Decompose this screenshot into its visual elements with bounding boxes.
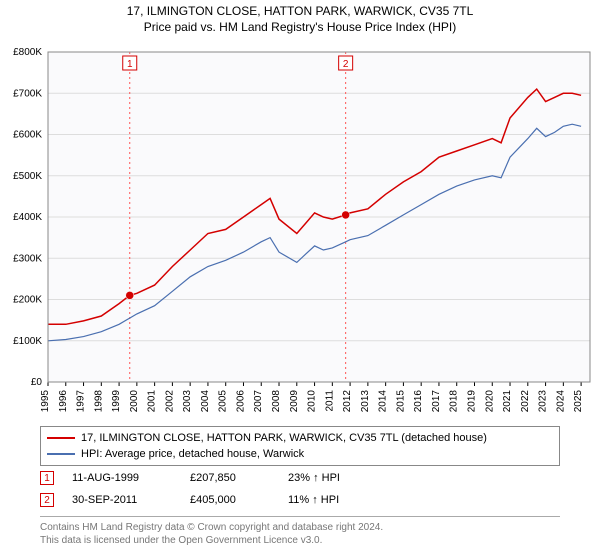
svg-text:£400K: £400K [13,212,42,223]
svg-text:£0: £0 [31,377,43,388]
svg-text:2022: 2022 [520,390,531,413]
svg-text:2003: 2003 [182,390,193,413]
transactions-table: 1 11-AUG-1999 £207,850 23% ↑ HPI 2 30-SE… [40,468,560,512]
svg-text:2012: 2012 [342,390,353,413]
svg-text:2015: 2015 [395,390,406,413]
marker-badge-1: 1 [40,471,54,485]
svg-text:2007: 2007 [253,390,264,413]
svg-text:£100K: £100K [13,336,42,347]
footer-line1: Contains HM Land Registry data © Crown c… [40,521,560,534]
svg-text:2013: 2013 [360,390,371,413]
svg-text:2018: 2018 [449,390,460,413]
marker-num: 2 [44,495,50,506]
svg-text:2014: 2014 [378,390,389,413]
svg-text:£800K: £800K [13,47,42,58]
chart-plot-area: £0 £100K £200K £300K £400K £500K £600K £700K £80… [0,42,600,422]
svg-text:2006: 2006 [235,390,246,413]
svg-text:2008: 2008 [271,390,282,413]
svg-text:2001: 2001 [147,390,158,413]
chart-title-line2: Price paid vs. HM Land Registry's House … [0,20,600,34]
transaction-date: 30-SEP-2011 [72,494,172,506]
transaction-price: £405,000 [190,494,270,506]
svg-text:2011: 2011 [324,390,335,412]
svg-text:2016: 2016 [413,390,424,413]
svg-text:2024: 2024 [555,390,566,413]
svg-text:1997: 1997 [76,390,87,413]
transaction-row: 2 30-SEP-2011 £405,000 11% ↑ HPI [40,490,560,510]
svg-text:2020: 2020 [484,390,495,413]
svg-text:£500K: £500K [13,171,42,182]
line-chart-svg: £0 £100K £200K £300K £400K £500K £600K £700K £80… [0,42,600,422]
legend-label-hpi: HPI: Average price, detached house, Warw… [81,448,304,460]
legend-swatch-hpi [47,453,75,455]
transaction-pct: 11% ↑ HPI [288,494,388,506]
svg-text:2005: 2005 [218,390,229,413]
svg-text:£600K: £600K [13,130,42,141]
legend-row: 17, ILMINGTON CLOSE, HATTON PARK, WARWIC… [47,430,553,446]
svg-text:1: 1 [127,59,133,70]
svg-text:2017: 2017 [431,390,442,413]
chart-titles: 17, ILMINGTON CLOSE, HATTON PARK, WARWIC… [0,0,600,34]
marker-badge-2: 2 [40,493,54,507]
svg-text:2009: 2009 [289,390,300,413]
footer-line2: This data is licensed under the Open Gov… [40,534,560,547]
transaction-date: 11-AUG-1999 [72,472,172,484]
svg-text:2021: 2021 [502,390,513,413]
chart-title-line1: 17, ILMINGTON CLOSE, HATTON PARK, WARWIC… [0,4,600,18]
svg-text:2019: 2019 [466,390,477,413]
svg-text:2010: 2010 [307,390,318,413]
svg-text:1999: 1999 [111,390,122,413]
svg-text:1996: 1996 [58,390,69,413]
svg-text:1998: 1998 [93,390,104,413]
legend-label-property: 17, ILMINGTON CLOSE, HATTON PARK, WARWIC… [81,432,487,444]
footer-attribution: Contains HM Land Registry data © Crown c… [40,516,560,547]
transaction-price: £207,850 [190,472,270,484]
svg-text:£700K: £700K [13,88,42,99]
legend-row: HPI: Average price, detached house, Warw… [47,446,553,462]
transaction-row: 1 11-AUG-1999 £207,850 23% ↑ HPI [40,468,560,488]
svg-text:£200K: £200K [13,295,42,306]
svg-text:2000: 2000 [129,390,140,413]
svg-text:2: 2 [343,59,349,70]
chart-container: 17, ILMINGTON CLOSE, HATTON PARK, WARWIC… [0,0,600,560]
transaction-pct: 23% ↑ HPI [288,472,388,484]
legend-box: 17, ILMINGTON CLOSE, HATTON PARK, WARWIC… [40,426,560,466]
svg-text:£300K: £300K [13,253,42,264]
legend-swatch-property [47,437,75,439]
svg-text:2023: 2023 [538,390,549,413]
svg-text:1995: 1995 [40,390,51,413]
svg-text:2002: 2002 [164,390,175,413]
marker-num: 1 [44,473,50,484]
svg-text:2025: 2025 [573,390,584,413]
svg-text:2004: 2004 [200,390,211,413]
